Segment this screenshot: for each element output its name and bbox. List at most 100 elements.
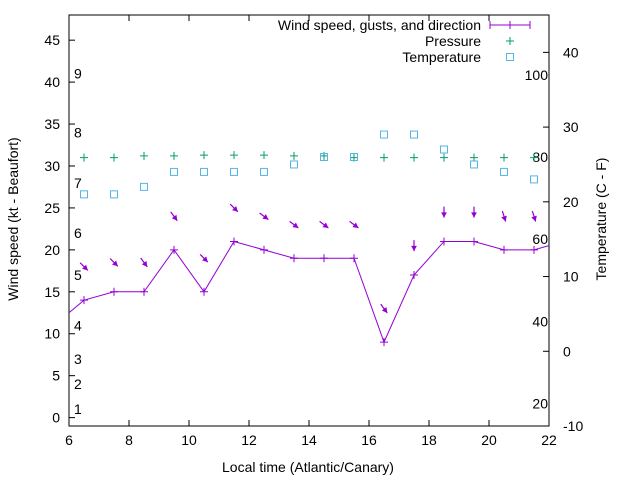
wind-point bbox=[380, 338, 388, 347]
gust-arrow-head bbox=[292, 222, 299, 228]
beaufort-label: 4 bbox=[74, 317, 82, 333]
gust-arrow bbox=[170, 211, 178, 222]
gust-arrow-head bbox=[171, 214, 178, 221]
fahrenheit-label: 60 bbox=[532, 231, 548, 247]
gust-arrows bbox=[79, 203, 537, 314]
y-axis-ticks: 0 5 10 15 20 25 30 35 40 45 bbox=[44, 32, 75, 426]
y2-axis-ticks: -10 0 10 20 30 40 bbox=[543, 44, 583, 434]
gust-arrow-head bbox=[112, 260, 118, 267]
beaufort-label: 7 bbox=[74, 175, 82, 191]
gust-arrow-head bbox=[352, 222, 359, 228]
temperature-point bbox=[170, 167, 178, 176]
wind-point bbox=[500, 245, 508, 254]
temperature-point bbox=[140, 182, 148, 191]
pressure-point bbox=[470, 153, 478, 162]
wind-point bbox=[110, 287, 118, 296]
gust-arrow-head bbox=[441, 212, 447, 218]
legend-label: Pressure bbox=[425, 33, 481, 49]
wind-point bbox=[470, 237, 478, 246]
wind-point bbox=[440, 237, 448, 246]
pressure-point bbox=[500, 153, 508, 162]
gust-arrow bbox=[349, 220, 359, 229]
pressure-point bbox=[410, 153, 418, 162]
legend-temperature-marker bbox=[506, 53, 514, 61]
x-tick-label: 6 bbox=[65, 432, 73, 448]
pressure-point bbox=[260, 151, 268, 160]
x-axis-ticks: 6 8 10 12 14 16 18 20 22 bbox=[65, 15, 557, 448]
temperature-point bbox=[530, 175, 538, 184]
beaufort-label: 6 bbox=[74, 225, 82, 241]
beaufort-label: 5 bbox=[74, 267, 82, 283]
temperature-point bbox=[230, 167, 238, 176]
x-tick-label: 12 bbox=[241, 432, 257, 448]
gust-arrow bbox=[79, 262, 89, 271]
y-tick-label: 5 bbox=[52, 368, 60, 384]
wind-point bbox=[290, 254, 298, 263]
wind-series bbox=[69, 237, 549, 347]
gust-arrow bbox=[199, 253, 209, 263]
gust-arrow-head bbox=[82, 264, 88, 271]
gust-arrow-head bbox=[232, 206, 238, 212]
beaufort-label: 3 bbox=[74, 351, 82, 367]
gust-arrow-head bbox=[322, 222, 329, 228]
pressure-point bbox=[440, 153, 448, 162]
x-tick-label: 22 bbox=[541, 432, 557, 448]
plot-frame bbox=[68, 14, 550, 427]
fahrenheit-label: 20 bbox=[532, 396, 548, 412]
temperature-point bbox=[260, 167, 268, 176]
y2-tick-label: 0 bbox=[563, 343, 571, 359]
temperature-point bbox=[440, 145, 448, 154]
gust-arrow bbox=[531, 210, 537, 222]
legend: Wind speed, gusts, and directionPressure… bbox=[278, 17, 531, 65]
pressure-point bbox=[200, 151, 208, 160]
wind-point bbox=[410, 271, 418, 280]
wind-point bbox=[170, 245, 178, 254]
legend-pressure-marker bbox=[506, 37, 514, 45]
x-tick-label: 20 bbox=[481, 432, 497, 448]
y2-tick-label: 30 bbox=[563, 119, 579, 135]
x-tick-label: 10 bbox=[181, 432, 197, 448]
temperature-point bbox=[200, 167, 208, 176]
beaufort-label: 9 bbox=[74, 66, 82, 82]
gust-arrow bbox=[501, 210, 507, 222]
pressure-point bbox=[170, 151, 178, 160]
pressure-point bbox=[530, 153, 538, 162]
pressure-point bbox=[290, 151, 298, 160]
gust-arrow bbox=[229, 203, 239, 213]
gust-arrow bbox=[380, 303, 388, 314]
y2-tick-label: 10 bbox=[563, 269, 579, 285]
fahrenheit-label: 100 bbox=[525, 67, 549, 83]
wind-point bbox=[530, 245, 538, 254]
temperature-point bbox=[350, 152, 358, 161]
gust-arrow bbox=[411, 240, 417, 252]
wind-point bbox=[260, 245, 268, 254]
y-axis-label: Wind speed (kt - Beaufort) bbox=[5, 137, 21, 300]
wind-point bbox=[350, 254, 358, 263]
wind-point bbox=[80, 296, 88, 305]
temperature-point bbox=[110, 190, 118, 199]
gust-arrow-head bbox=[501, 215, 507, 222]
gust-arrow bbox=[319, 220, 329, 229]
y-tick-label: 25 bbox=[44, 200, 60, 216]
x-tick-label: 8 bbox=[125, 432, 133, 448]
x-axis-label: Local time (Atlantic/Canary) bbox=[222, 459, 394, 475]
gust-arrow bbox=[140, 257, 148, 268]
y-tick-label: 30 bbox=[44, 158, 60, 174]
temperature-point bbox=[320, 152, 328, 161]
wind-point bbox=[200, 287, 208, 296]
legend-label: Temperature bbox=[402, 49, 481, 65]
gust-arrow-head bbox=[531, 215, 537, 222]
gust-arrow bbox=[259, 212, 269, 221]
temperature-series bbox=[80, 130, 538, 199]
fahrenheit-label: 40 bbox=[532, 313, 548, 329]
y2-axis-label: Temperature (C - F) bbox=[593, 158, 609, 281]
gust-arrow bbox=[471, 206, 477, 218]
y-tick-label: 45 bbox=[44, 32, 60, 48]
temperature-point bbox=[410, 130, 418, 139]
gust-arrow bbox=[289, 220, 299, 229]
y-tick-label: 15 bbox=[44, 284, 60, 300]
beaufort-label: 2 bbox=[74, 376, 82, 392]
wind-point bbox=[140, 287, 148, 296]
y-tick-label: 0 bbox=[52, 410, 60, 426]
pressure-series bbox=[80, 151, 538, 162]
